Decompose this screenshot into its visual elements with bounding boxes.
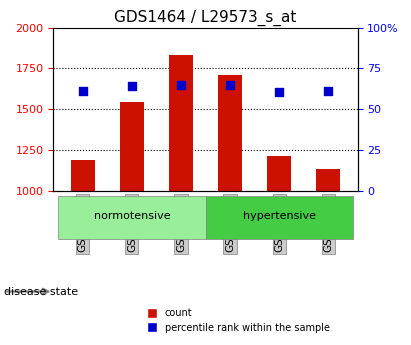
Bar	[120, 102, 144, 190]
FancyBboxPatch shape	[206, 196, 353, 239]
Title: GDS1464 / L29573_s_at: GDS1464 / L29573_s_at	[114, 10, 297, 26]
Text: normotensive: normotensive	[94, 211, 170, 221]
Bar	[169, 55, 193, 190]
Point	[178, 82, 184, 87]
FancyBboxPatch shape	[58, 196, 206, 239]
Point	[80, 88, 86, 94]
Bar	[267, 156, 291, 190]
Point	[227, 82, 233, 87]
Bar	[71, 160, 95, 190]
Text: disease state: disease state	[4, 287, 78, 296]
Point	[325, 88, 331, 94]
Bar	[316, 169, 340, 190]
Point	[276, 89, 282, 95]
Text: hypertensive: hypertensive	[242, 211, 316, 221]
Legend: count, percentile rank within the sample: count, percentile rank within the sample	[143, 304, 333, 337]
Point	[129, 83, 135, 89]
Bar	[218, 75, 242, 190]
